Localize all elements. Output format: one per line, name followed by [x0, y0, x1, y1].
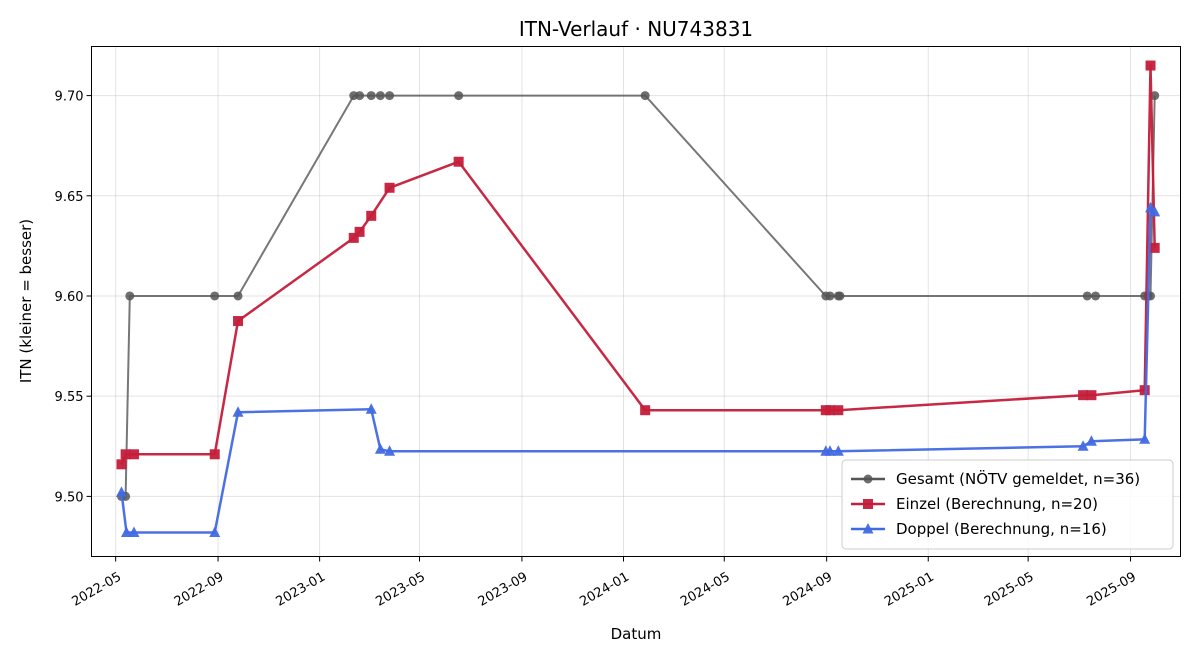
data-point — [833, 405, 844, 416]
data-point — [233, 316, 244, 327]
data-point — [824, 445, 836, 456]
data-point — [355, 91, 365, 101]
legend-label: Einzel (Berechnung, n=20) — [896, 495, 1098, 513]
series-line — [121, 94, 1156, 498]
legend-marker — [863, 474, 873, 484]
x-tick-label: 2023-09 — [476, 570, 531, 610]
data-point — [210, 291, 220, 301]
plot-frame — [91, 46, 1181, 557]
y-tick-label: 9.70 — [55, 90, 84, 105]
data-point — [120, 449, 131, 460]
data-point — [385, 91, 395, 101]
data-point — [125, 291, 135, 301]
data-point — [1085, 435, 1097, 446]
data-point — [366, 91, 376, 101]
data-point — [1149, 205, 1161, 217]
data-point — [354, 226, 365, 237]
series-line — [120, 64, 1156, 465]
series-triangle — [115, 201, 1161, 537]
data-point — [384, 182, 395, 193]
data-point — [116, 459, 127, 470]
data-point — [1149, 242, 1160, 253]
x-tick-label: 2022-05 — [69, 570, 124, 610]
series-square — [116, 60, 1160, 470]
data-point — [1078, 390, 1089, 401]
data-point — [120, 526, 132, 537]
data-point — [825, 291, 835, 301]
data-point — [640, 405, 651, 416]
legend-box — [841, 459, 1174, 550]
x-tick-label: 2024-09 — [781, 570, 836, 610]
data-point — [454, 91, 464, 101]
chart-title: ITN-Verlauf · NU743831 — [519, 17, 753, 41]
data-point — [1145, 60, 1156, 71]
data-point — [128, 526, 140, 537]
data-point — [640, 91, 650, 101]
y-tick-label: 9.55 — [55, 390, 84, 405]
data-point — [366, 210, 377, 221]
data-point — [209, 449, 220, 460]
y-tick-label: 9.65 — [55, 190, 84, 205]
data-point — [375, 91, 385, 101]
data-point — [233, 291, 243, 301]
data-point — [115, 486, 127, 497]
x-tick-label: 2024-05 — [678, 570, 733, 610]
series-circle — [116, 91, 1160, 501]
data-point — [365, 403, 377, 414]
legend: Gesamt (NÖTV gemeldet, n=36) Einzel (Bere… — [841, 459, 1174, 550]
x-tick-label: 2022-09 — [172, 570, 227, 610]
data-point — [835, 291, 845, 301]
legend-marker — [862, 523, 874, 534]
x-tick-label: 2024-01 — [577, 570, 632, 610]
x-tick-label: 2025-09 — [1084, 570, 1139, 610]
x-tick-label: 2023-05 — [373, 570, 428, 610]
data-point — [1077, 440, 1089, 451]
data-point — [348, 232, 359, 243]
data-point — [128, 449, 139, 460]
data-point — [1086, 390, 1097, 401]
series-line — [120, 206, 1156, 534]
x-tick-label: 2025-01 — [882, 570, 937, 610]
data-point — [824, 405, 835, 416]
series-layer — [115, 60, 1161, 537]
legend-label: Doppel (Berechnung, n=16) — [896, 520, 1107, 538]
x-tick-label: 2023-01 — [273, 570, 328, 610]
y-axis-label: ITN (kleiner = besser) — [17, 219, 35, 383]
data-point — [1139, 433, 1151, 444]
x-tick-label: 2025-05 — [982, 570, 1037, 610]
data-point — [1091, 291, 1101, 301]
y-tick-label: 9.60 — [55, 290, 84, 305]
data-point — [384, 445, 396, 456]
data-point — [1082, 291, 1092, 301]
x-axis-label: Datum — [611, 625, 662, 643]
data-point — [453, 156, 464, 167]
data-point — [832, 445, 844, 456]
data-point — [374, 443, 386, 454]
data-point — [209, 526, 221, 537]
data-point — [232, 406, 244, 417]
legend-label: Gesamt (NÖTV gemeldet, n=36) — [896, 469, 1140, 488]
y-tick-label: 9.50 — [55, 490, 84, 505]
legend-marker — [863, 499, 873, 509]
